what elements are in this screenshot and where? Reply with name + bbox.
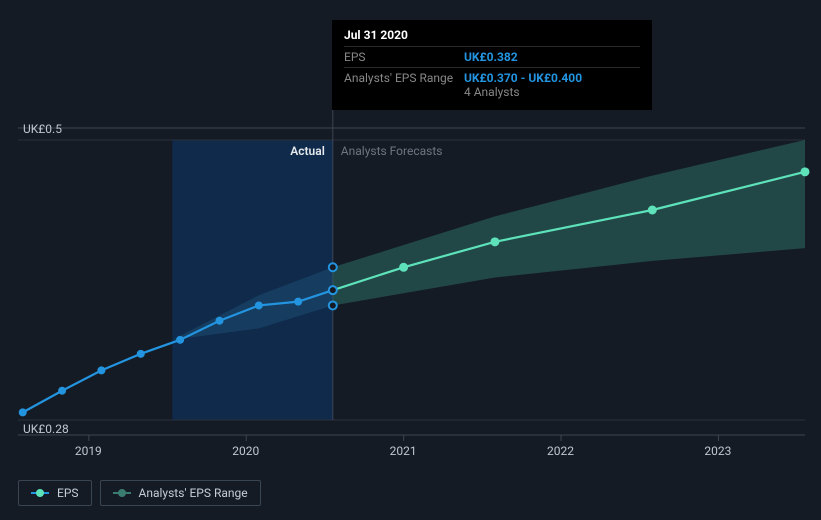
- x-axis-label: 2022: [547, 444, 574, 458]
- legend-item-eps-range[interactable]: Analysts' EPS Range: [100, 480, 261, 506]
- legend-label: EPS: [57, 486, 79, 500]
- x-axis-label: 2021: [390, 444, 417, 458]
- forecast-region-label: Analysts Forecasts: [341, 144, 443, 158]
- tooltip-row-value: UK£0.370 - UK£0.400: [464, 71, 640, 85]
- x-axis-label: 2020: [232, 444, 259, 458]
- tooltip-row-value: UK£0.382: [464, 47, 640, 68]
- tooltip-row-sub: 4 Analysts: [464, 85, 640, 99]
- tooltip-row-label: Analysts' EPS Range: [344, 68, 464, 103]
- legend-swatch-icon: [113, 489, 131, 497]
- x-axis-label: 2023: [704, 444, 731, 458]
- chart-legend: EPS Analysts' EPS Range: [18, 480, 261, 506]
- legend-swatch-icon: [31, 489, 49, 497]
- tooltip-row-label: EPS: [344, 47, 464, 68]
- actual-region-label: Actual: [290, 144, 325, 158]
- y-axis-label-bottom: UK£0.28: [23, 422, 69, 436]
- tooltip-date: Jul 31 2020: [344, 28, 640, 42]
- y-axis-label-top: UK£0.5: [23, 122, 62, 136]
- chart-tooltip: Jul 31 2020 EPS UK£0.382 Analysts' EPS R…: [332, 20, 652, 110]
- x-axis-label: 2019: [75, 444, 102, 458]
- eps-chart: UK£0.5 UK£0.28 2019 2020 2021 2022 2023 …: [0, 0, 821, 520]
- legend-label: Analysts' EPS Range: [139, 486, 248, 500]
- legend-item-eps[interactable]: EPS: [18, 480, 92, 506]
